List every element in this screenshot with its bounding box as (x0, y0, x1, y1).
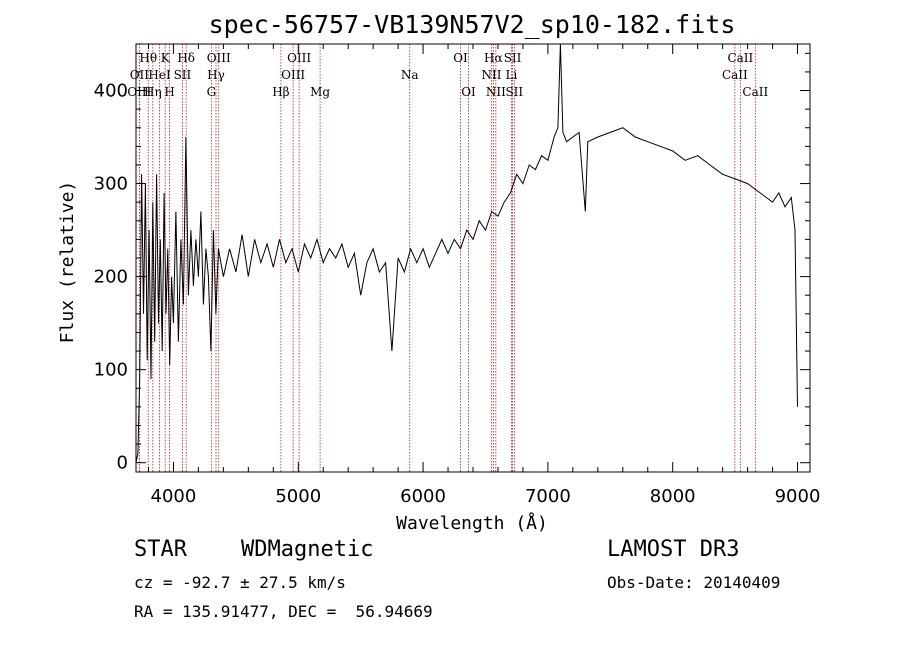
spectrum-line (135, 43, 798, 463)
spectral-line-label: SII (174, 68, 192, 82)
spectral-line-label: HeI (148, 68, 171, 82)
spectral-line-label: H (164, 85, 174, 99)
spectral-line-label: CaII (742, 85, 768, 99)
spectral-line-label: OIII (207, 51, 231, 65)
y-tick-label: 300 (94, 174, 128, 195)
object-subclass: WDMagnetic (241, 537, 374, 562)
spectral-line-label: OII (130, 68, 150, 82)
spectral-line-label: Hβ (272, 85, 289, 99)
x-tick-label: 9000 (775, 486, 821, 507)
spectral-line-label: SII (505, 85, 523, 99)
plot-frame (135, 43, 811, 473)
spectral-line-label: NII (481, 68, 501, 82)
spectral-line-label: Na (401, 68, 419, 82)
spectral-line-label: CaII (722, 68, 748, 82)
spectral-line-label: NII (486, 85, 506, 99)
coords-text: RA = 135.91477, DEC = 56.94669 (134, 602, 433, 621)
y-tick-label: 0 (117, 453, 128, 474)
spectral-line-label: OIII (127, 85, 151, 99)
x-tick-label: 6000 (400, 486, 446, 507)
spectral-line-label: OIII (287, 51, 311, 65)
x-tick-label: 8000 (650, 486, 696, 507)
spectral-line-label: Hθ (139, 51, 157, 65)
x-tick-label: 5000 (275, 486, 321, 507)
x-tick-label: 7000 (525, 486, 571, 507)
spectral-line-label: Hα (484, 51, 503, 65)
y-tick-label: 200 (94, 267, 128, 288)
spectral-line-label: OI (461, 85, 476, 99)
spectral-line-label: Hη (144, 85, 162, 99)
survey-name: LAMOST DR3 (607, 537, 740, 562)
spectral-line-label: K (161, 51, 171, 65)
spectral-line-label: Mg (310, 85, 330, 99)
x-axis-ticks: 4000 5000 6000 7000 8000 9000 (147, 44, 821, 507)
spectral-line-label: SII (504, 51, 522, 65)
y-axis-label: Flux (relative) (57, 181, 78, 344)
y-tick-label: 100 (94, 360, 128, 381)
y-tick-label: 400 (94, 81, 128, 102)
spectral-line-label: G (207, 85, 217, 99)
spectral-line-label: OIII (281, 68, 305, 82)
spectral-line-label: Li (506, 68, 518, 82)
object-class: STAR (134, 537, 187, 562)
chart-title: spec-56757-VB139N57V2_sp10-182.fits (209, 10, 736, 39)
redshift-text: cz = -92.7 ± 27.5 km/s (134, 573, 346, 592)
obs-date-text: Obs-Date: 20140409 (607, 573, 781, 592)
spectral-line-label: CaII (727, 51, 753, 65)
spectral-line-label: OI (453, 51, 468, 65)
x-tick-label: 4000 (151, 486, 197, 507)
spectral-line-label: Hγ (207, 68, 225, 82)
x-axis-label: Wavelength (Å) (396, 512, 548, 534)
spectral-line-label: Hδ (177, 51, 195, 65)
y-axis-ticks: 0 100 200 300 400 (94, 52, 810, 474)
